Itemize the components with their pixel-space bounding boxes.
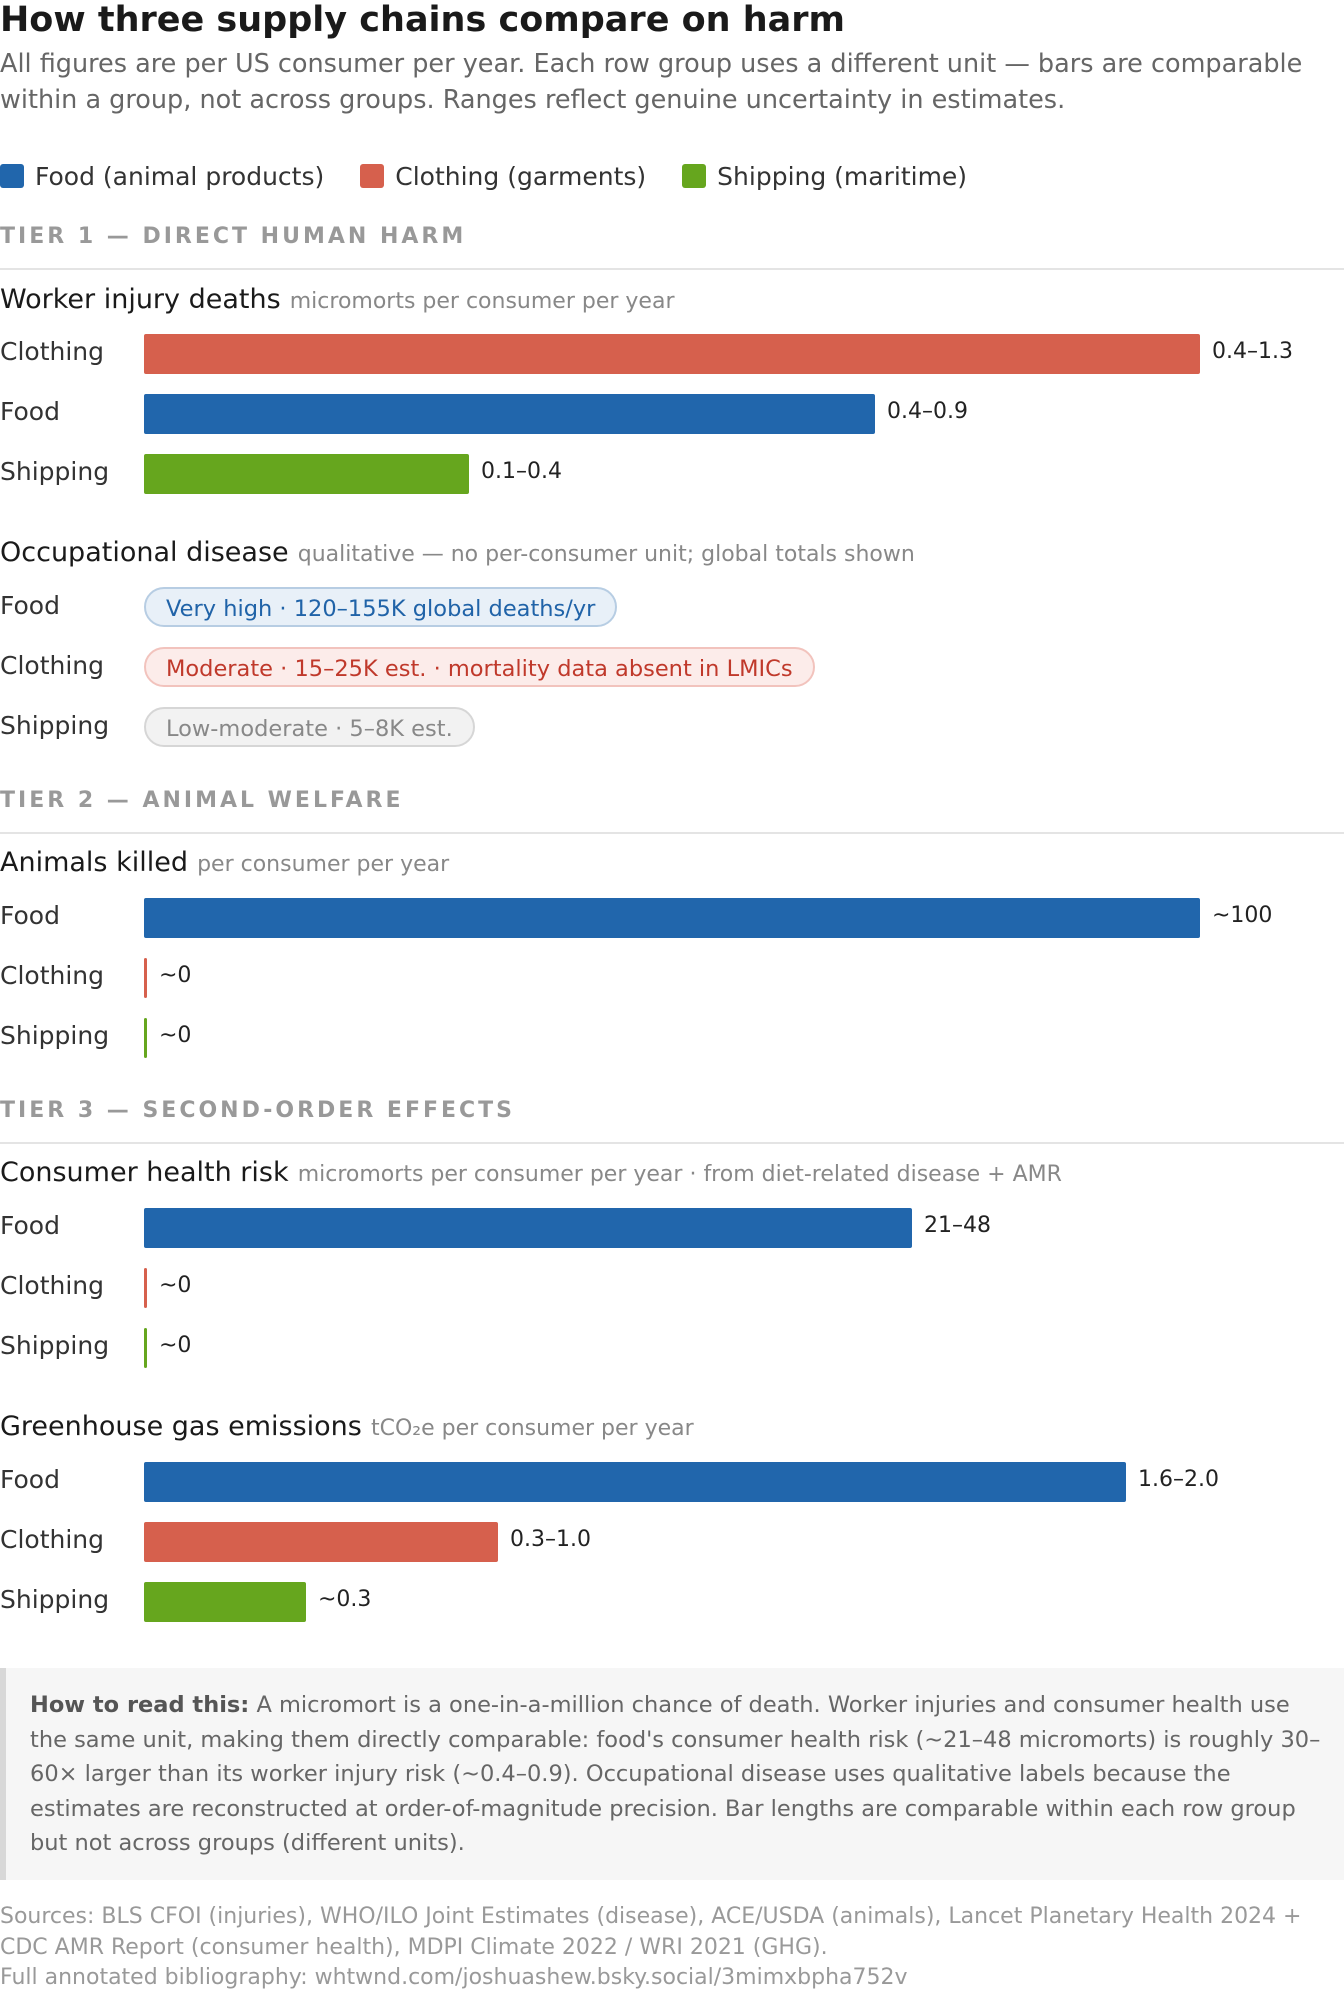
bar-row-animals-shipping: Shipping ~0 xyxy=(0,1018,1344,1058)
legend-label-food: Food (animal products) xyxy=(35,161,325,191)
value-label: ~100 xyxy=(1212,903,1273,928)
value-label: 21–48 xyxy=(924,1213,991,1238)
pill-row-food: Food Very high · 120–155K global deaths/… xyxy=(0,587,1344,628)
legend-swatch-food xyxy=(0,164,24,188)
how-to-read-note: How to read this: A micromort is a one-i… xyxy=(0,1668,1344,1880)
bar xyxy=(144,454,469,494)
bar xyxy=(144,1208,912,1248)
group-title-ghg: Greenhouse gas emissions tCO₂e per consu… xyxy=(0,1411,694,1442)
bar-row-animals-food: Food ~100 xyxy=(0,898,1344,938)
category-label: Clothing xyxy=(0,961,105,990)
severity-pill: Moderate · 15–25K est. · mortality data … xyxy=(144,647,815,687)
value-label: 0.3–1.0 xyxy=(510,1527,591,1552)
category-label: Food xyxy=(0,901,60,930)
tier-header-3: TIER 3 — SECOND-ORDER EFFECTS xyxy=(0,1098,1344,1144)
value-label: ~0 xyxy=(159,1333,192,1358)
bar-row-health-food: Food 21–48 xyxy=(0,1208,1344,1248)
value-label: 0.1–0.4 xyxy=(481,459,562,484)
bar xyxy=(144,1522,498,1562)
group-title-worker-injury: Worker injury deaths micromorts per cons… xyxy=(0,284,675,315)
legend-label-clothing: Clothing (garments) xyxy=(395,161,647,191)
bar xyxy=(144,394,875,434)
category-label: Food xyxy=(0,1211,60,1240)
page-title: How three supply chains compare on harm xyxy=(0,0,846,40)
group-unit: per consumer per year xyxy=(197,852,450,877)
category-label: Shipping xyxy=(0,1585,110,1614)
group-name: Worker injury deaths xyxy=(0,284,281,315)
group-name: Occupational disease xyxy=(0,537,289,568)
pill-row-shipping: Shipping Low-moderate · 5–8K est. xyxy=(0,707,1344,748)
category-label: Shipping xyxy=(0,711,110,740)
category-label: Shipping xyxy=(0,1331,110,1360)
bar-row-health-shipping: Shipping ~0 xyxy=(0,1328,1344,1368)
value-label: ~0.3 xyxy=(318,1587,372,1612)
category-label: Clothing xyxy=(0,1271,105,1300)
sources-line: Sources: BLS CFOI (injuries), WHO/ILO Jo… xyxy=(0,1904,1302,1960)
bar xyxy=(144,898,1200,938)
legend: Food (animal products) Clothing (garment… xyxy=(0,160,1003,192)
bar xyxy=(144,1268,147,1308)
value-label: 1.6–2.0 xyxy=(1138,1467,1219,1492)
value-label: ~0 xyxy=(159,1273,192,1298)
bar-row-animals-clothing: Clothing ~0 xyxy=(0,958,1344,998)
category-label: Shipping xyxy=(0,457,110,486)
bar xyxy=(144,334,1200,374)
category-label: Food xyxy=(0,397,60,426)
sources: Sources: BLS CFOI (injuries), WHO/ILO Jo… xyxy=(0,1902,1344,1994)
group-title-animals-killed: Animals killed per consumer per year xyxy=(0,847,449,878)
bar-row-ghg-shipping: Shipping ~0.3 xyxy=(0,1582,1344,1622)
group-unit: tCO₂e per consumer per year xyxy=(370,1416,694,1441)
tier-label: TIER 2 — ANIMAL WELFARE xyxy=(0,788,404,813)
category-label: Clothing xyxy=(0,651,105,680)
note-lead: How to read this: xyxy=(30,1692,250,1718)
category-label: Clothing xyxy=(0,1525,105,1554)
bar xyxy=(144,1328,147,1368)
category-label: Clothing xyxy=(0,337,105,366)
tier-header-1: TIER 1 — DIRECT HUMAN HARM xyxy=(0,224,1344,270)
bar-row-worker-injury-shipping: Shipping 0.1–0.4 xyxy=(0,454,1344,494)
bar-row-health-clothing: Clothing ~0 xyxy=(0,1268,1344,1308)
legend-swatch-clothing xyxy=(360,164,385,188)
group-title-consumer-health: Consumer health risk micromorts per cons… xyxy=(0,1157,1062,1188)
category-label: Shipping xyxy=(0,1021,110,1050)
group-unit: micromorts per consumer per year · from … xyxy=(297,1162,1062,1187)
bar xyxy=(144,1018,147,1058)
category-label: Food xyxy=(0,1465,60,1494)
value-label: 0.4–0.9 xyxy=(887,399,968,424)
group-name: Greenhouse gas emissions xyxy=(0,1411,362,1442)
bar-row-ghg-clothing: Clothing 0.3–1.0 xyxy=(0,1522,1344,1562)
severity-pill: Low-moderate · 5–8K est. xyxy=(144,707,475,747)
group-unit: qualitative — no per-consumer unit; glob… xyxy=(297,542,915,567)
legend-label-shipping: Shipping (maritime) xyxy=(717,161,968,191)
legend-item-food: Food (animal products) xyxy=(0,162,324,191)
group-title-occupational-disease: Occupational disease qualitative — no pe… xyxy=(0,537,915,568)
value-label: 0.4–1.3 xyxy=(1212,339,1293,364)
severity-pill: Very high · 120–155K global deaths/yr xyxy=(144,587,618,627)
note-body: A micromort is a one-in-a-million chance… xyxy=(30,1692,1321,1856)
group-name: Consumer health risk xyxy=(0,1157,289,1188)
pill-row-clothing: Clothing Moderate · 15–25K est. · mortal… xyxy=(0,647,1344,688)
bar-row-worker-injury-clothing: Clothing 0.4–1.3 xyxy=(0,334,1344,374)
bar xyxy=(144,1582,306,1622)
group-unit: micromorts per consumer per year xyxy=(289,289,675,314)
tier-label: TIER 1 — DIRECT HUMAN HARM xyxy=(0,224,467,249)
legend-swatch-shipping xyxy=(682,164,707,188)
bar-row-ghg-food: Food 1.6–2.0 xyxy=(0,1462,1344,1502)
value-label: ~0 xyxy=(159,963,192,988)
group-name: Animals killed xyxy=(0,847,188,878)
bar xyxy=(144,1462,1126,1502)
legend-item-shipping: Shipping (maritime) xyxy=(682,162,967,191)
bar-row-worker-injury-food: Food 0.4–0.9 xyxy=(0,394,1344,434)
subtitle: All figures are per US consumer per year… xyxy=(0,49,1303,115)
value-label: ~0 xyxy=(159,1023,192,1048)
tier-label: TIER 3 — SECOND-ORDER EFFECTS xyxy=(0,1098,516,1123)
tier-header-2: TIER 2 — ANIMAL WELFARE xyxy=(0,788,1344,834)
bar xyxy=(144,958,147,998)
bibliography-line: Full annotated bibliography: whtwnd.com/… xyxy=(0,1965,908,1990)
legend-item-clothing: Clothing (garments) xyxy=(360,162,646,191)
category-label: Food xyxy=(0,591,60,620)
